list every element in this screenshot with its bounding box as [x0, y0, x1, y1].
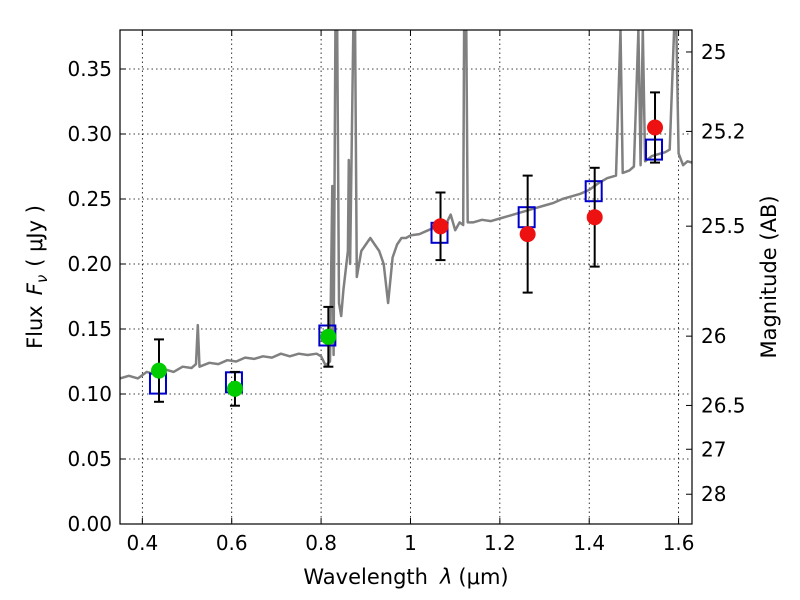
plot-area	[120, 30, 692, 407]
axis-ticks: 0.4 0.6 0.8 1 1.2 1.4 1.6 0.00 0.05 0.10 0.15 0.20 0…	[67, 30, 746, 555]
spectrum-line	[120, 30, 692, 380]
plot-frame	[119, 29, 693, 525]
y-axis-label: FluxFν( μJy )	[23, 205, 51, 349]
right-tick-label: 26	[701, 324, 726, 348]
y-tick-label: 0.35	[67, 57, 112, 81]
x-tick-label: 1.4	[573, 531, 605, 555]
observed-flux-point	[150, 362, 167, 379]
right-tick-label: 25.5	[701, 214, 746, 238]
right-tick-label: 26.5	[701, 393, 746, 417]
observed-flux-point	[519, 226, 536, 243]
observed-flux-point	[320, 328, 337, 345]
y-tick-label: 0.00	[67, 512, 112, 536]
x-tick-label: 1	[404, 531, 417, 555]
x-tick-label: 1.2	[484, 531, 516, 555]
y-axis-right-label: Magnitude (AB)	[757, 195, 781, 358]
x-tick-label: 0.6	[216, 531, 248, 555]
y-tick-label: 0.05	[67, 447, 112, 471]
y-tick-label: 0.30	[67, 122, 112, 146]
observed-flux-point	[647, 119, 664, 136]
x-tick-label: 0.4	[126, 531, 158, 555]
right-tick-label: 27	[701, 437, 726, 461]
x-axis-label: Wavelength λ (μm)	[303, 565, 508, 589]
right-tick-label: 28	[701, 482, 726, 506]
y-tick-label: 0.20	[67, 252, 112, 276]
observed-flux-point	[432, 218, 449, 235]
y-tick-label: 0.25	[67, 187, 112, 211]
x-tick-label: 0.8	[305, 531, 337, 555]
x-tick-label: 1.6	[663, 531, 695, 555]
y-tick-label: 0.10	[67, 382, 112, 406]
right-tick-label: 25	[701, 40, 726, 64]
grid	[120, 30, 692, 525]
observed-flux-point	[226, 380, 243, 397]
y-tick-label: 0.15	[67, 317, 112, 341]
observed-flux-point	[586, 209, 603, 226]
right-tick-label: 25.2	[701, 119, 746, 143]
